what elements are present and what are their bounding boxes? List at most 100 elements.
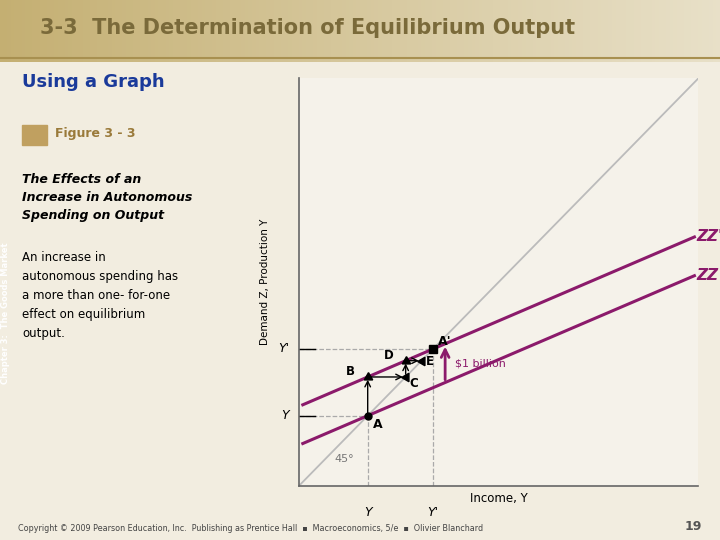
Bar	[140, 0, 144, 62]
Bar	[281, 0, 284, 62]
Text: $1 billion: $1 billion	[455, 358, 506, 368]
Bar	[536, 0, 540, 62]
Bar	[468, 0, 472, 62]
Bar	[515, 0, 518, 62]
Bar	[324, 0, 328, 62]
Bar	[245, 0, 248, 62]
Text: Using a Graph: Using a Graph	[22, 73, 165, 91]
Bar	[101, 0, 104, 62]
Bar	[526, 0, 529, 62]
Bar	[310, 0, 313, 62]
Bar	[583, 0, 587, 62]
Bar	[187, 0, 191, 62]
Bar	[504, 0, 508, 62]
Bar	[554, 0, 558, 62]
Bar	[572, 0, 576, 62]
Bar	[4, 0, 7, 62]
Bar	[605, 0, 608, 62]
Bar	[457, 0, 461, 62]
Bar	[580, 0, 583, 62]
Bar	[677, 0, 680, 62]
Bar	[551, 0, 554, 62]
Bar	[655, 0, 659, 62]
Text: A: A	[372, 418, 382, 431]
Bar	[414, 0, 418, 62]
Bar	[439, 0, 443, 62]
Bar	[313, 0, 317, 62]
Bar	[79, 0, 83, 62]
Bar	[648, 0, 652, 62]
Text: 45°: 45°	[335, 454, 354, 463]
Bar	[317, 0, 320, 62]
Bar	[626, 0, 630, 62]
Bar	[482, 0, 486, 62]
Bar	[155, 0, 158, 62]
Bar	[148, 0, 151, 62]
Bar	[234, 0, 238, 62]
Bar	[518, 0, 522, 62]
Bar	[684, 0, 688, 62]
Bar	[270, 0, 274, 62]
Bar	[169, 0, 173, 62]
Text: Y: Y	[364, 507, 372, 519]
Bar	[666, 0, 670, 62]
Bar	[360, 0, 364, 62]
Bar	[691, 0, 695, 62]
Bar	[151, 0, 155, 62]
Bar	[454, 0, 457, 62]
Bar	[97, 0, 101, 62]
Bar	[32, 0, 36, 62]
Text: 3-3  The Determination of Equilibrium Output: 3-3 The Determination of Equilibrium Out…	[40, 18, 575, 38]
Bar	[382, 0, 385, 62]
Bar	[472, 0, 475, 62]
Bar	[695, 0, 698, 62]
Bar	[22, 125, 47, 145]
Bar	[713, 0, 716, 62]
Bar	[40, 0, 43, 62]
Bar	[428, 0, 432, 62]
Bar	[641, 0, 644, 62]
Bar	[400, 0, 403, 62]
Bar	[716, 0, 720, 62]
Bar	[166, 0, 169, 62]
Bar	[688, 0, 691, 62]
Bar	[702, 0, 706, 62]
Bar	[367, 0, 371, 62]
Text: ZZ: ZZ	[696, 268, 719, 283]
Text: Copyright © 2009 Pearson Education, Inc.  Publishing as Prentice Hall  ▪  Macroe: Copyright © 2009 Pearson Education, Inc.…	[18, 524, 483, 533]
Bar	[706, 0, 709, 62]
Bar	[544, 0, 547, 62]
Bar	[349, 0, 353, 62]
Bar	[328, 0, 331, 62]
Bar	[608, 0, 612, 62]
Bar	[364, 0, 367, 62]
Bar	[223, 0, 227, 62]
Bar	[634, 0, 637, 62]
Bar	[490, 0, 493, 62]
Bar	[389, 0, 392, 62]
Bar	[205, 0, 209, 62]
Bar	[576, 0, 580, 62]
Bar	[191, 0, 194, 62]
Bar	[680, 0, 684, 62]
Bar	[479, 0, 482, 62]
Bar	[346, 0, 349, 62]
Bar	[295, 0, 299, 62]
Bar	[133, 0, 137, 62]
Bar	[421, 0, 425, 62]
Bar	[598, 0, 601, 62]
Bar	[68, 0, 72, 62]
Bar	[83, 0, 86, 62]
Bar	[47, 0, 50, 62]
Bar	[590, 0, 594, 62]
Bar	[202, 0, 205, 62]
Bar	[558, 0, 562, 62]
Text: Figure 3 - 3: Figure 3 - 3	[55, 126, 135, 139]
Bar	[162, 0, 166, 62]
Bar	[126, 0, 130, 62]
Bar	[529, 0, 533, 62]
Bar	[407, 0, 410, 62]
Bar	[11, 0, 14, 62]
Bar	[288, 0, 292, 62]
Bar	[194, 0, 198, 62]
